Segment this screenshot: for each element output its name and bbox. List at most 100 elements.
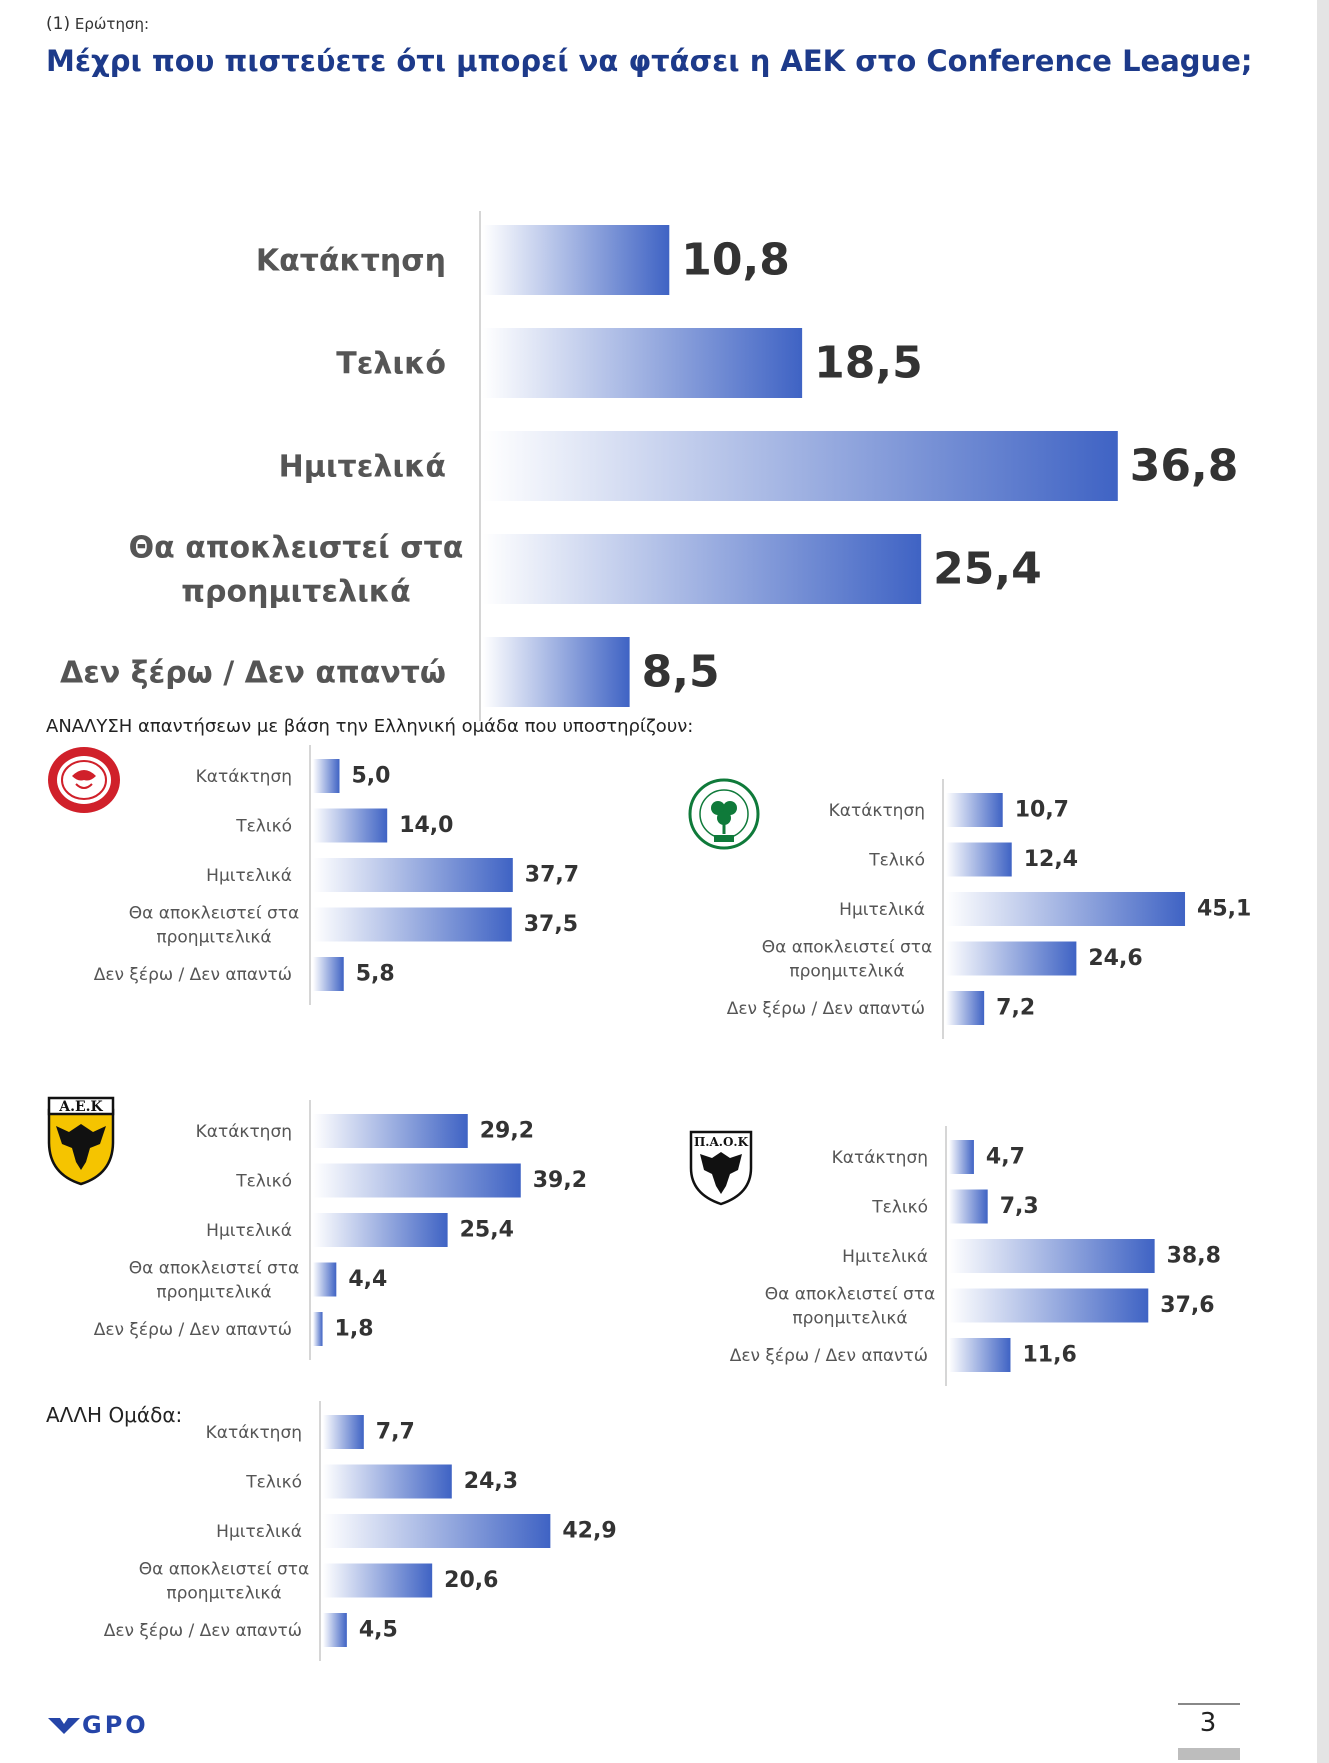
- category-label: Τελικό: [871, 1197, 928, 1217]
- bar-value-label: 37,6: [1160, 1293, 1214, 1318]
- bar-value-label: 25,4: [933, 544, 1042, 595]
- category-label: Κατάκτηση: [256, 244, 446, 279]
- bar-value-label: 20,6: [444, 1568, 498, 1593]
- bar-value-label: 4,5: [359, 1618, 398, 1643]
- category-label: Κατάκτηση: [206, 1423, 302, 1443]
- category-label: Τελικό: [235, 816, 292, 836]
- bar-value-label: 4,4: [348, 1267, 387, 1292]
- bar-total-0: [483, 225, 669, 295]
- bar-paok-2: [949, 1239, 1155, 1273]
- bar-value-label: 18,5: [814, 338, 923, 389]
- page-title: Μέχρι που πιστεύετε ότι μπορεί να φτάσει…: [46, 44, 1252, 78]
- bar-value-label: 24,6: [1088, 946, 1142, 971]
- category-label: Τελικό: [245, 1472, 302, 1492]
- bar-value-label: 11,6: [1022, 1343, 1076, 1368]
- bar-value-label: 10,8: [681, 235, 790, 286]
- bar-value-label: 38,8: [1167, 1244, 1221, 1269]
- category-label: Κατάκτηση: [196, 1122, 292, 1142]
- category-label: Θα αποκλειστεί στα προημιτελικά: [129, 531, 464, 610]
- bar-aek-3: [313, 1263, 336, 1297]
- bar-value-label: 45,1: [1197, 897, 1251, 922]
- bar-total-3: [483, 534, 921, 604]
- chart-paok: 4,7 Κατάκτηση 7,3 Τελικό 38,8 Ημιτελικά 37,6 Θα…: [640, 1135, 1290, 1385]
- bar-aek-1: [313, 1164, 521, 1198]
- chart-aek: 29,2 Κατάκτηση 39,2 Τελικό 25,4 Ημιτελικά 4,4 Θ…: [0, 1105, 640, 1355]
- bar-value-label: 24,3: [464, 1469, 518, 1494]
- bar-olympiacos-0: [313, 759, 340, 793]
- bar-value-label: 42,9: [562, 1519, 616, 1544]
- bar-value-label: 12,4: [1024, 847, 1078, 872]
- bar-aek-2: [313, 1213, 448, 1247]
- bar-aek-0: [313, 1114, 468, 1148]
- gpo-logo-icon: GPO: [46, 1712, 188, 1736]
- bar-value-label: 7,2: [996, 996, 1035, 1021]
- bar-paok-3: [949, 1289, 1148, 1323]
- bar-value-label: 25,4: [460, 1218, 514, 1243]
- bar-total-2: [483, 431, 1118, 501]
- category-label: Θα αποκλειστεί στα προημιτελικά: [765, 1284, 935, 1328]
- category-label: Κατάκτηση: [832, 1148, 928, 1168]
- category-label: Κατάκτηση: [829, 801, 925, 821]
- category-label: Ημιτελικά: [216, 1522, 302, 1542]
- bar-value-label: 10,7: [1015, 798, 1069, 823]
- analysis-title: ΑΝΑΛΥΣΗ απαντήσεων με βάση την Ελληνική …: [46, 716, 693, 737]
- bar-value-label: 39,2: [533, 1168, 587, 1193]
- category-label: Ημιτελικά: [839, 900, 925, 920]
- bar-paok-1: [949, 1190, 988, 1224]
- category-label: Θα αποκλειστεί στα προημιτελικά: [762, 937, 932, 981]
- right-edge-band: [1317, 0, 1329, 1763]
- chart-other: 7,7 Κατάκτηση 24,3 Τελικό 42,9 Ημιτελικά 20,6 Θ…: [0, 1408, 660, 1658]
- category-label: Δεν ξέρω / Δεν απαντώ: [104, 1621, 302, 1641]
- category-label: Ημιτελικά: [206, 1221, 292, 1241]
- category-label: Δεν ξέρω / Δεν απαντώ: [730, 1346, 928, 1366]
- category-label: Δεν ξέρω / Δεν απαντώ: [727, 999, 925, 1019]
- bar-total-1: [483, 328, 802, 398]
- category-label: Θα αποκλειστεί στα προημιτελικά: [129, 903, 299, 947]
- category-label: Ημιτελικά: [842, 1247, 928, 1267]
- bar-value-label: 37,5: [524, 912, 578, 937]
- bar-panathinaikos-1: [946, 843, 1012, 877]
- page-number-line: [1178, 1703, 1240, 1705]
- bar-value-label: 5,0: [352, 764, 391, 789]
- bar-value-label: 14,0: [399, 813, 453, 838]
- bar-value-label: 5,8: [356, 962, 395, 987]
- category-label: Κατάκτηση: [196, 767, 292, 787]
- category-label: Δεν ξέρω / Δεν απαντώ: [94, 1320, 292, 1340]
- bar-panathinaikos-4: [946, 991, 984, 1025]
- bar-paok-4: [949, 1338, 1010, 1372]
- bar-other-0: [323, 1415, 364, 1449]
- chart-total: 10,8 Κατάκτηση 18,5 Τελικό 36,8 Ημιτελικά 25,4…: [0, 120, 1280, 650]
- category-label: Ημιτελικά: [279, 450, 446, 485]
- bar-other-4: [323, 1613, 347, 1647]
- gpo-logo-text: GPO: [82, 1712, 149, 1736]
- bar-value-label: 4,7: [986, 1145, 1025, 1170]
- bar-value-label: 37,7: [525, 863, 579, 888]
- bar-olympiacos-4: [313, 957, 344, 991]
- bar-other-1: [323, 1465, 452, 1499]
- bar-value-label: 7,3: [1000, 1194, 1039, 1219]
- category-label: Τελικό: [868, 850, 925, 870]
- category-label: Δεν ξέρω / Δεν απαντώ: [94, 965, 292, 985]
- category-label: Ημιτελικά: [206, 866, 292, 886]
- chart-panathinaikos: 10,7 Κατάκτηση 12,4 Τελικό 45,1 Ημιτελικά 24,6…: [640, 785, 1290, 1035]
- bar-olympiacos-3: [313, 908, 512, 942]
- bar-panathinaikos-2: [946, 892, 1185, 926]
- bar-panathinaikos-0: [946, 793, 1003, 827]
- chart-olympiacos: 5,0 Κατάκτηση 14,0 Τελικό 37,7 Ημιτελικά 37,5 Θ…: [0, 758, 640, 1008]
- bar-panathinaikos-3: [946, 942, 1076, 976]
- bar-value-label: 29,2: [480, 1119, 534, 1144]
- bar-value-label: 36,8: [1130, 441, 1239, 492]
- category-label: Τελικό: [336, 347, 446, 382]
- bar-olympiacos-1: [313, 809, 387, 843]
- question-number: (1) Ερώτηση:: [46, 14, 149, 34]
- bar-value-label: 1,8: [335, 1317, 374, 1342]
- category-label: Τελικό: [235, 1171, 292, 1191]
- bar-value-label: 7,7: [376, 1420, 415, 1445]
- bar-paok-0: [949, 1140, 974, 1174]
- bar-total-4: [483, 637, 630, 707]
- page-number: 3: [1178, 1708, 1238, 1738]
- bar-other-2: [323, 1514, 550, 1548]
- bar-value-label: 8,5: [642, 647, 720, 698]
- bar-olympiacos-2: [313, 858, 513, 892]
- category-label: Θα αποκλειστεί στα προημιτελικά: [139, 1559, 309, 1603]
